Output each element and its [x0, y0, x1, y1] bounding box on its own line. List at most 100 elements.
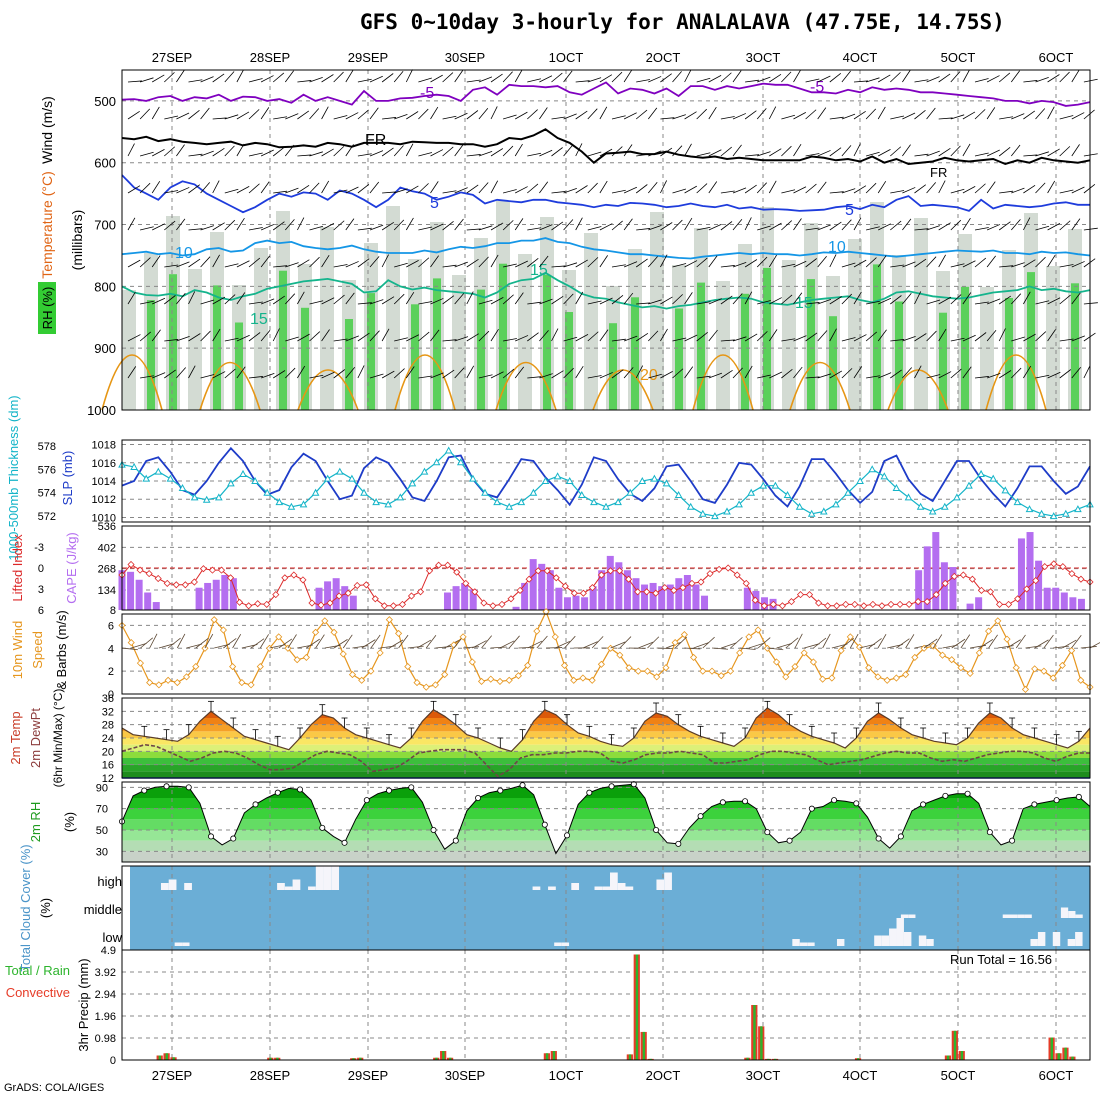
isotherm-line [121, 237, 1091, 260]
cape-bar [529, 559, 537, 610]
wind-barb [853, 143, 861, 157]
wind-barb [357, 109, 369, 120]
surface-wind-barb [527, 640, 543, 649]
precip-rain-bar [753, 1005, 756, 1060]
li-marker [815, 599, 823, 607]
wind-barb [442, 369, 455, 379]
cape-bar [598, 570, 606, 610]
li-marker [552, 574, 560, 582]
li-marker [281, 574, 289, 582]
cape-tick: 8 [110, 605, 116, 617]
wind10-marker [957, 664, 965, 672]
date-label-bottom: 6OCT [1039, 1068, 1074, 1083]
cloud-bar [1060, 907, 1069, 918]
wind-barb [575, 291, 584, 305]
surface-wind-barb [472, 640, 487, 649]
rh-marker [363, 797, 370, 804]
wind10-marker [938, 651, 947, 659]
precip-rain-bar [269, 1057, 272, 1060]
wind-barb [998, 370, 1012, 379]
wind10-marker [680, 631, 688, 639]
wind-barb [793, 143, 802, 157]
thickness-marker [650, 474, 659, 482]
wind-barb [405, 366, 415, 379]
cape-bar [675, 578, 683, 610]
wind10-tick: 6 [108, 620, 114, 632]
thickness-marker [698, 509, 707, 517]
li-marker [226, 574, 235, 582]
wind-barb [200, 299, 215, 305]
wind-barb [587, 226, 602, 231]
wind-barb [708, 255, 718, 268]
li-marker [887, 600, 895, 608]
wind-barb [430, 255, 439, 268]
contour-label: 15 [530, 262, 548, 279]
rh-marker [1031, 801, 1038, 808]
wind10-marker [800, 649, 808, 657]
wind-barb [369, 107, 379, 120]
wind-barb [188, 153, 203, 157]
surface-wind-barb [490, 646, 507, 649]
wind-barb [877, 74, 891, 83]
temperature-axis-label: Temperature (°C) [39, 171, 55, 279]
wind-barb [212, 328, 221, 342]
wind-barb [1071, 366, 1082, 379]
thickness-marker [1037, 509, 1046, 517]
wind-barb [176, 112, 190, 120]
wind-barb [878, 297, 892, 305]
wind-barb [502, 114, 517, 120]
surface-wind-barb [204, 633, 214, 649]
wind10-marker [275, 633, 283, 641]
wind-barb [926, 107, 936, 120]
wind-barb [926, 256, 937, 268]
li-marker [905, 600, 913, 608]
cloud-bar [554, 942, 562, 946]
date-label-top: 1OCT [549, 50, 584, 65]
rh-shade-green [873, 264, 881, 410]
rh-shade-green [499, 263, 507, 410]
wind10-marker [662, 664, 670, 672]
wind-barb [1035, 108, 1046, 120]
wind-barb [333, 189, 348, 194]
wind10-marker [579, 674, 587, 682]
wind-barb [248, 78, 263, 83]
rh-frame [121, 781, 1091, 863]
li-marker [145, 570, 153, 578]
wind10-marker [985, 627, 993, 635]
wind-barb [139, 182, 151, 194]
cloud-bar [594, 886, 603, 890]
wind-barb [623, 112, 637, 120]
wind-barb [1059, 264, 1074, 268]
wind-barb [442, 190, 457, 194]
cape-bar [915, 570, 923, 610]
rh-marker [897, 833, 904, 840]
wind-barb [260, 329, 271, 342]
cape-bar [606, 555, 614, 610]
wind10-marker [754, 626, 762, 634]
wind-barb [140, 300, 154, 305]
rh-shade-gray [1046, 266, 1060, 410]
li-marker [1050, 560, 1058, 568]
thickness-marker [360, 488, 368, 496]
thickness-marker [178, 483, 187, 492]
wind-barb [1011, 262, 1025, 268]
wind-barb [866, 226, 880, 231]
li-marker [597, 571, 606, 579]
wind-barb [260, 255, 270, 268]
wind-barb [345, 261, 359, 268]
wind-barb [551, 116, 566, 120]
cape-bars [118, 532, 1085, 610]
wind-barb [1023, 291, 1031, 305]
wind-barb [744, 365, 753, 379]
wind-barb [285, 113, 299, 120]
cloud-bar [571, 883, 580, 890]
wind-barb [442, 264, 457, 268]
thickness-marker [638, 476, 647, 484]
wind-barb [587, 77, 602, 83]
thickness-marker [1061, 509, 1070, 517]
wind-barb [720, 116, 735, 120]
thickness-marker [965, 481, 973, 489]
wind-barb [781, 338, 796, 342]
wind-barb [877, 329, 887, 342]
date-label-bottom: 1OCT [549, 1068, 584, 1083]
